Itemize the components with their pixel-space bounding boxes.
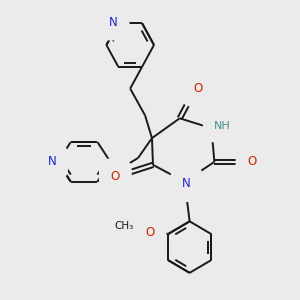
Text: O: O [146, 226, 154, 239]
Text: NH: NH [214, 121, 231, 131]
Text: N: N [47, 155, 56, 168]
Text: N: N [109, 16, 118, 29]
Text: O: O [248, 155, 257, 168]
Text: CH₃: CH₃ [115, 221, 134, 231]
Text: O: O [111, 170, 120, 183]
Text: N: N [182, 177, 191, 190]
Text: O: O [193, 82, 202, 95]
